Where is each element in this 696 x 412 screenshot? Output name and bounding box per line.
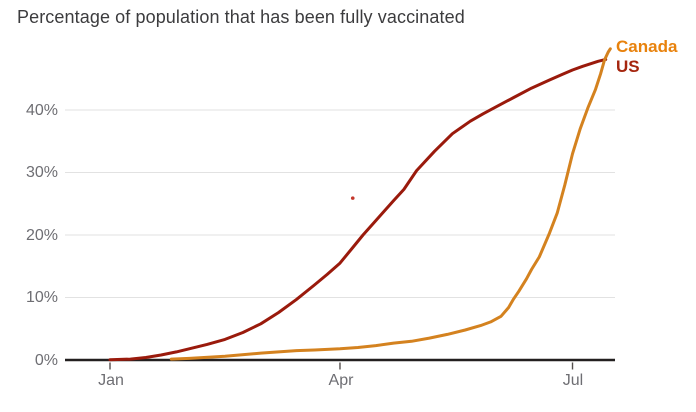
us-line — [108, 57, 608, 362]
x-axis-label-jul: Jul — [562, 372, 584, 389]
y-axis-label-30: 30% — [25, 164, 58, 181]
series-label-canada: Canada — [616, 37, 678, 56]
series-label-us: US — [616, 57, 640, 76]
y-axis-label-10: 10% — [25, 289, 58, 306]
canada-line — [169, 47, 612, 361]
chart-title: Percentage of population that has been f… — [17, 7, 465, 27]
x-axis-label-apr: Apr — [328, 372, 354, 389]
y-axis-label-0: 0% — [34, 352, 58, 369]
stray-data-point — [350, 196, 355, 200]
x-axis-label-jan: Jan — [98, 372, 124, 389]
y-axis-label-20: 20% — [25, 227, 58, 244]
y-axis-label-40: 40% — [25, 102, 58, 119]
